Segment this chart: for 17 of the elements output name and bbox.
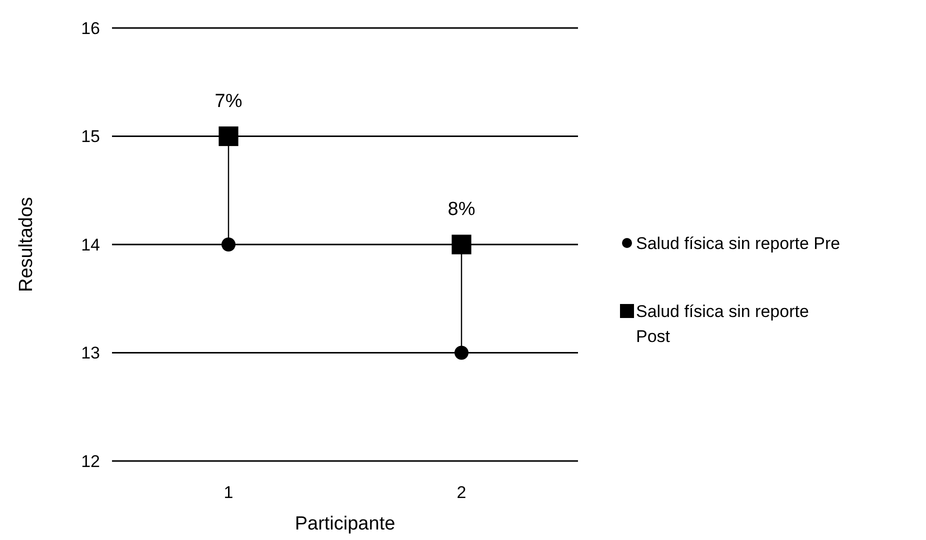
- y-tick-label: 16: [81, 18, 100, 38]
- x-axis-title: Participante: [294, 514, 396, 535]
- legend-label: Salud física sin reporte Post: [636, 302, 809, 346]
- x-tick-label: 1: [224, 482, 234, 502]
- y-tick-label: 14: [81, 235, 100, 254]
- y-tick-label: 13: [81, 344, 100, 363]
- y-axis-title: Resultados: [16, 196, 37, 292]
- y-tick-label: 15: [81, 127, 100, 146]
- annotation: 7%: [214, 90, 242, 112]
- x-tick-label: 2: [456, 482, 466, 502]
- y-tick-label: 12: [81, 452, 100, 471]
- annotation: 8%: [448, 199, 476, 220]
- point: [452, 234, 472, 254]
- point: [454, 346, 468, 360]
- point: [218, 126, 238, 146]
- point: [222, 238, 236, 252]
- legend-label: Salud física sin reporte Pre: [636, 234, 840, 253]
